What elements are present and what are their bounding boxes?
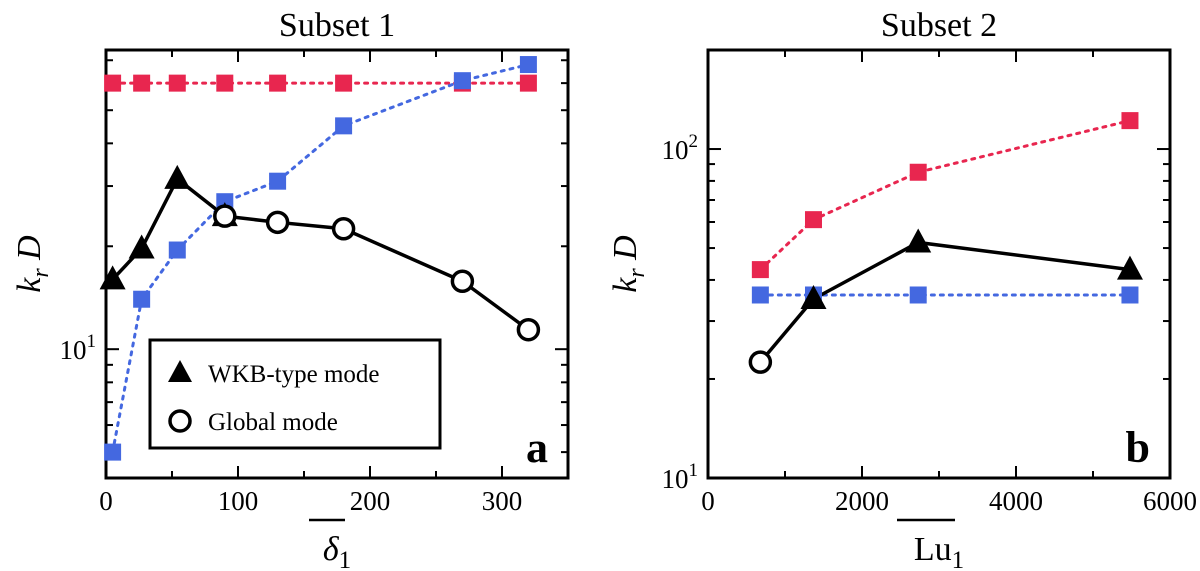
- data-point: [216, 74, 234, 92]
- panel-label: b: [1126, 423, 1150, 472]
- chart-title: Subset 2: [881, 7, 997, 44]
- plot-frame: [104, 48, 570, 480]
- series-line: [224, 214, 530, 332]
- legend-label: WKB-type mode: [208, 361, 379, 388]
- x-axis-label: Lu1: [914, 531, 964, 571]
- y-tick-label: 102: [662, 131, 699, 165]
- data-point: [1121, 286, 1139, 304]
- panel-b: Subset 2 101 102 0 2000 4000 6000 kr D Lu1 b: [607, 7, 1197, 571]
- legend-marker: [168, 360, 192, 382]
- data-point: [331, 217, 356, 241]
- data-point: [751, 261, 769, 279]
- data-point: [128, 234, 155, 259]
- legend-label: Global mode: [208, 409, 338, 436]
- data-point: [748, 350, 773, 374]
- legend: WKB-type mode Global mode: [148, 338, 442, 450]
- x-tick-label: 100: [218, 486, 259, 516]
- legend-marker: [168, 409, 192, 433]
- panel-label: a: [526, 423, 548, 472]
- data-point: [265, 210, 290, 235]
- chart-title: Subset 1: [279, 7, 395, 44]
- data-point: [99, 265, 126, 290]
- data-point: [335, 117, 353, 135]
- data-point: [905, 228, 932, 253]
- data-point: [450, 269, 475, 294]
- data-point: [909, 163, 927, 181]
- data-point: [1121, 112, 1139, 130]
- data-point: [909, 286, 927, 304]
- data-point: [335, 74, 353, 92]
- data-point: [164, 164, 191, 189]
- x-tick-label: 6000: [1143, 486, 1197, 516]
- x-tick-label: 0: [701, 486, 715, 516]
- plot-frame: [706, 48, 1172, 480]
- legend-box: [148, 338, 442, 450]
- series-line: [111, 176, 226, 281]
- series-line: [759, 297, 815, 364]
- x-tick-label: 4000: [989, 486, 1043, 516]
- series-line: [758, 119, 1132, 272]
- data-point: [269, 172, 287, 190]
- panel-a: Subset 1 101 0 100 200 300 kr D δ1 a WKB-type mod…: [11, 7, 570, 571]
- x-tick-label: 200: [350, 486, 391, 516]
- data-point: [269, 74, 287, 92]
- data-point: [453, 72, 471, 90]
- data-point: [804, 211, 822, 229]
- data-point: [104, 74, 122, 92]
- data-point: [104, 443, 122, 461]
- y-axis-label: kr D: [607, 235, 650, 293]
- y-axis-label: kr D: [11, 235, 54, 293]
- data-point: [751, 286, 769, 304]
- data-point: [519, 74, 537, 92]
- x-tick-label: 2000: [835, 486, 889, 516]
- data-point: [516, 317, 541, 342]
- x-axis-label: δ1: [323, 531, 351, 571]
- y-tick-label: 101: [60, 331, 97, 365]
- data-point: [168, 74, 186, 92]
- data-point: [133, 74, 151, 92]
- data-point: [133, 290, 151, 308]
- data-point: [213, 204, 237, 228]
- series-line: [812, 240, 1131, 301]
- x-tick-label: 0: [99, 486, 113, 516]
- y-tick-label: 101: [662, 460, 699, 494]
- x-tick-label: 300: [482, 486, 523, 516]
- data-point: [800, 285, 827, 310]
- data-point: [168, 241, 186, 259]
- data-point: [1116, 255, 1143, 280]
- data-point: [519, 56, 537, 74]
